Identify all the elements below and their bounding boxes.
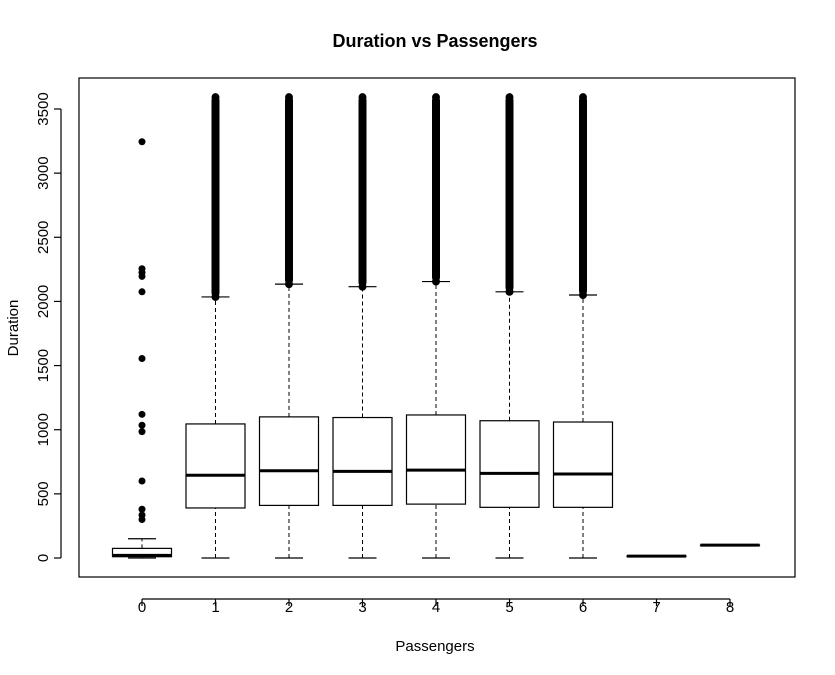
outlier-point [138,265,146,273]
outlier-band [579,96,587,296]
outlier-band-top [358,93,367,102]
box-1 [185,93,246,559]
iqr-box [552,421,614,508]
outlier-band-bottom [285,280,293,289]
x-tick-label: 3 [358,599,366,616]
box-6 [552,93,614,559]
outlier-band [505,96,514,292]
chart-marks: 0 1 2 3 4 5 6 7 8 0 500 1000 1500 2000 2500 3000 3500 [35,92,761,616]
outlier-band-top [432,93,440,102]
box-0 [111,138,173,559]
outlier-band-bottom [432,277,440,286]
x-tick-label: 1 [211,599,219,616]
iqr-box [185,423,246,509]
y-tick-label: 2500 [35,221,52,254]
x-tick-label: 2 [285,599,293,616]
outlier-band [358,96,367,287]
box-8 [699,543,761,547]
outlier-point [138,355,146,363]
iqr-box [479,420,540,508]
outlier-point [138,428,146,436]
x-tick-label: 4 [432,599,440,616]
x-axis-label: Passengers [395,638,474,655]
outlier-point [138,477,146,485]
y-tick-label: 1500 [35,349,52,382]
y-tick-label: 3500 [35,92,52,125]
box-3 [332,93,393,559]
outlier-point [138,505,146,513]
y-tick-label: 1000 [35,413,52,446]
iqr-box [332,416,393,507]
outlier-point [138,138,146,146]
outlier-band-top [211,93,220,102]
plot-frame [78,77,796,578]
y-tick-label: 3000 [35,156,52,189]
outlier-band [432,96,440,282]
iqr-box [258,416,320,507]
outlier-point [138,421,146,429]
outlier-band [285,96,293,285]
outlier-band-top [579,93,587,102]
x-tick-label: 7 [652,599,660,616]
x-tick-label: 0 [138,599,146,616]
outlier-band-bottom [579,291,587,300]
outlier-point [138,511,146,519]
box-5 [479,93,540,559]
box-7 [626,554,687,558]
outlier-band-top [505,93,514,102]
outlier-point [138,288,146,296]
outlier-band-top [285,93,293,102]
box-2 [258,93,320,559]
outlier-point [138,410,146,418]
y-tick-label: 500 [35,481,52,506]
x-tick-label: 5 [505,599,513,616]
outlier-band-bottom [505,287,514,296]
outlier-band [211,96,220,297]
y-axis-label: Duration [5,300,22,357]
outlier-band-bottom [211,292,220,301]
y-tick-label: 0 [35,554,52,562]
chart-title: Duration vs Passengers [332,31,537,51]
box-4 [405,93,467,559]
x-tick-label: 6 [579,599,587,616]
iqr-box [405,414,467,505]
y-tick-label: 2000 [35,285,52,318]
x-tick-label: 8 [726,599,734,616]
outlier-band-bottom [358,282,367,291]
